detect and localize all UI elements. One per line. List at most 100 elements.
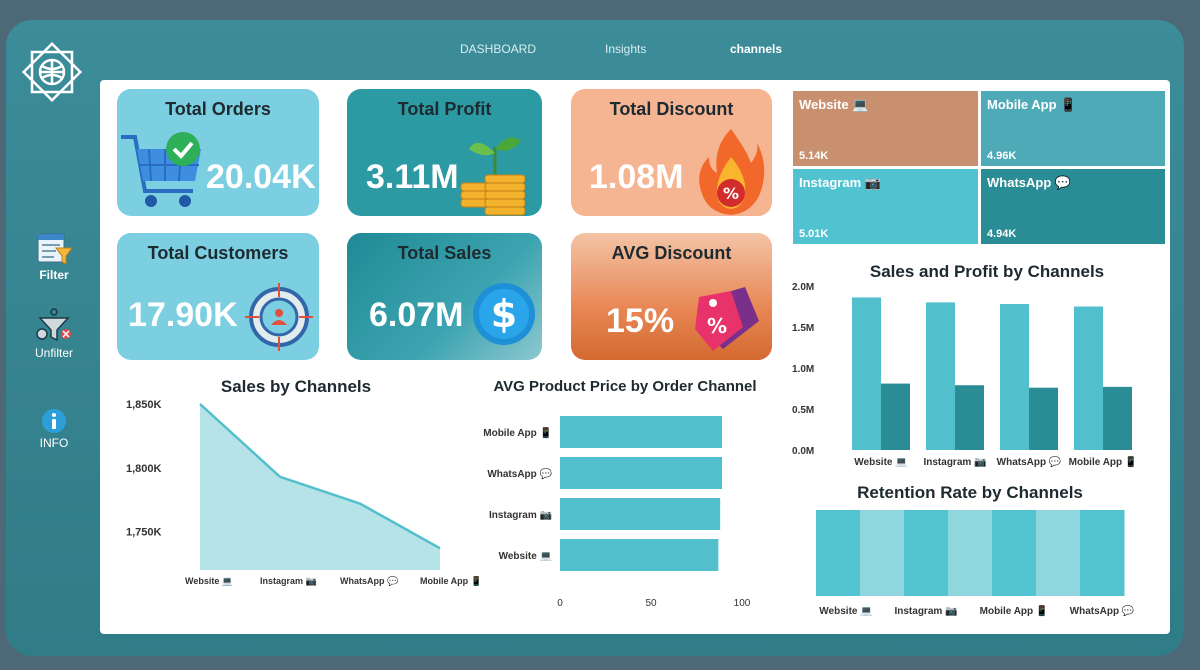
x-tick-label: 50 (645, 598, 657, 609)
y-tick-label: 2.0M (792, 282, 814, 293)
y-tick-label: 1,800K (126, 463, 162, 475)
bar[interactable] (560, 498, 721, 530)
x-tick-label: Mobile App 📱 (1069, 455, 1138, 468)
x-tick-label: Website 💻 (819, 606, 873, 617)
bar-sales[interactable] (926, 302, 955, 450)
kpi-value: 6.07M (369, 296, 464, 334)
retention-ribbon (1036, 510, 1081, 596)
tab-dashboard[interactable]: DASHBOARD (460, 42, 537, 56)
treemap-value: 5.01K (799, 228, 829, 240)
tab-channels[interactable]: channels (730, 42, 783, 56)
avg-price-title: AVG Product Price by Order Channel (493, 378, 757, 395)
x-tick-label: 100 (734, 598, 751, 609)
y-tick-label: 0.0M (792, 446, 814, 457)
chat-icon: 💬 (1054, 175, 1072, 190)
kpi-value: 17.90K (128, 296, 238, 334)
sales-profit-title: Sales and Profit by Channels (869, 262, 1105, 281)
unfilter-icon (36, 308, 71, 342)
y-tick-label: 1.5M (792, 323, 814, 334)
treemap-label: WhatsApp 💬 (987, 175, 1072, 190)
camera-icon: 📷 (864, 175, 881, 190)
sales-by-channels-title: Sales by Channels (220, 377, 372, 396)
retention-bar[interactable] (992, 510, 1037, 596)
x-tick-label: Instagram 📷 (260, 576, 317, 586)
bar-profit[interactable] (955, 385, 984, 450)
treemap-value: 4.94K (987, 228, 1017, 240)
kpi-total-customers[interactable]: Total Customers 17.90K (117, 233, 319, 360)
shopping-cart-icon (121, 132, 201, 207)
area-fill (200, 404, 440, 570)
bar-profit[interactable] (1029, 387, 1058, 450)
x-tick-label: WhatsApp 💬 (1070, 604, 1135, 617)
x-tick-label: Instagram 📷 (894, 606, 957, 617)
info-icon (42, 409, 66, 433)
treemap-value: 5.14K (799, 150, 829, 162)
filter-button[interactable]: Filter (22, 232, 86, 282)
unfilter-label: Unfilter (34, 346, 73, 360)
retention-ribbon (860, 510, 905, 596)
kpi-value: 3.11M (366, 158, 459, 196)
kpi-total-orders[interactable]: Total Orders 20.04K (117, 89, 319, 216)
kpi-value: 15% (606, 302, 675, 340)
x-tick-label: WhatsApp 💬 (340, 575, 398, 586)
kpi-title: AVG Discount (611, 243, 732, 263)
kpi-title: Total Customers (147, 243, 289, 263)
tab-insights[interactable]: Insights (605, 42, 647, 56)
x-tick-label: Instagram 📷 (923, 457, 986, 468)
target-customer-icon (245, 283, 313, 351)
kpi-avg-discount[interactable]: AVG Discount 15% % (571, 233, 772, 360)
treemap-cell-instagram[interactable]: Instagram 📷 5.01K (792, 168, 979, 245)
treemap-label: Website 💻 (799, 97, 869, 112)
svg-text:%: % (707, 314, 727, 338)
kpi-value: 1.08M (589, 158, 684, 196)
treemap-label: Instagram 📷 (799, 175, 881, 190)
kpi-total-sales[interactable]: Total Sales 6.07M $ (347, 233, 542, 360)
fire-discount-icon: % (699, 129, 765, 215)
area-line (199, 403, 441, 550)
retention-bar[interactable] (904, 510, 949, 596)
kpi-title: Total Sales (397, 243, 492, 263)
bar[interactable] (560, 457, 722, 489)
discount-tag-icon: % (695, 287, 759, 351)
unfilter-button[interactable]: Unfilter (22, 308, 86, 360)
x-tick-label: Website 💻 (854, 457, 908, 468)
channel-treemap: Website 💻 5.14K Mobile App 📱 4.96K Insta… (792, 90, 1167, 245)
y-tick-label: 0.5M (792, 405, 814, 416)
bar[interactable] (560, 416, 722, 448)
treemap-cell-website[interactable]: Website 💻 5.14K (792, 90, 979, 167)
bar-sales[interactable] (1000, 304, 1029, 450)
retention-title: Retention Rate by Channels (857, 483, 1083, 502)
top-nav: DASHBOARD Insights channels (0, 42, 1200, 60)
retention-bar[interactable] (1080, 510, 1125, 596)
y-tick-label: 1.0M (792, 364, 814, 375)
sales-profit-chart: 2.0M 1.5M 1.0M 0.5M 0.0M Website 💻 Instagram 📷… (792, 282, 1138, 468)
y-category-label: WhatsApp 💬 (487, 467, 552, 480)
sales-by-channels-chart: 1,850K 1,800K 1,750K Website 💻 Instagram 📷 Wh… (126, 399, 480, 586)
laptop-icon: 💻 (852, 97, 869, 112)
phone-icon: 📱 (1060, 97, 1077, 112)
kpi-total-profit[interactable]: Total Profit 3.11M (347, 89, 542, 216)
treemap-cell-mobile-app[interactable]: Mobile App 📱 4.96K (980, 90, 1166, 167)
bar[interactable] (560, 539, 719, 571)
treemap-cell-whatsapp[interactable]: WhatsApp 💬 4.94K (980, 168, 1166, 245)
y-tick-label: 1,750K (126, 527, 162, 539)
bar-sales[interactable] (852, 297, 881, 450)
filter-label: Filter (39, 268, 69, 282)
dashboard-canvas: Total Orders 20.04K Total Profit 3.11M T… (100, 80, 1170, 634)
filter-icon (37, 233, 73, 265)
kpi-value: 20.04K (206, 158, 316, 196)
bar-profit[interactable] (1103, 386, 1132, 450)
info-label: INFO (39, 436, 69, 450)
svg-text:$: $ (491, 292, 517, 336)
treemap-label: Mobile App 📱 (987, 97, 1077, 112)
info-button[interactable]: INFO (22, 408, 86, 450)
logo-icon (21, 41, 83, 103)
bar-sales[interactable] (1074, 306, 1103, 451)
retention-chart: Website 💻 Instagram 📷 Mobile App 📱 WhatsApp… (816, 510, 1135, 617)
coins-plant-icon (460, 137, 526, 216)
y-category-label: Website 💻 (499, 551, 553, 562)
kpi-total-discount[interactable]: Total Discount 1.08M % (571, 89, 772, 216)
x-tick-label: Mobile App 📱 (980, 604, 1049, 617)
bar-profit[interactable] (881, 383, 910, 450)
retention-bar[interactable] (816, 510, 861, 596)
